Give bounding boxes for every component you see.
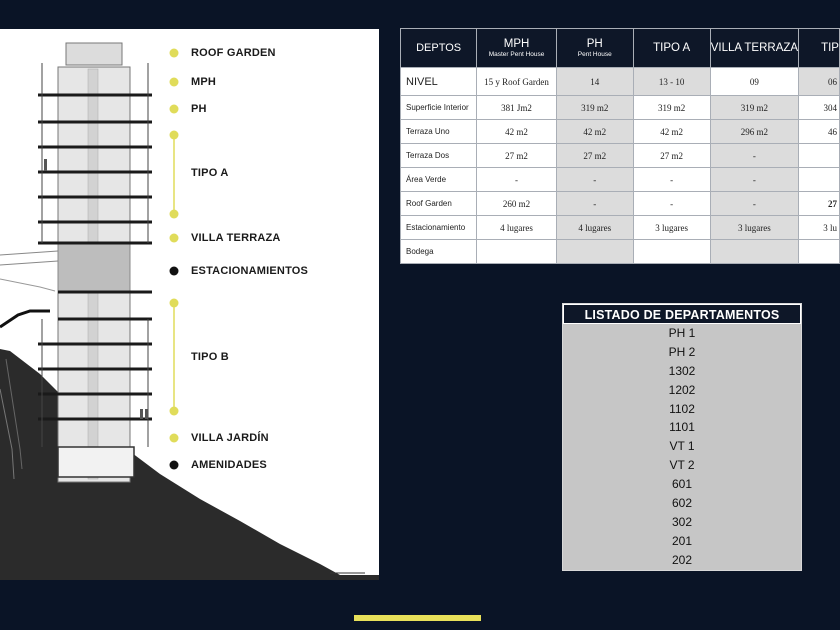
list-item: PH 1 (668, 326, 696, 340)
table-cell: - (709, 191, 800, 216)
table-header-row: DEPTOS MPH Master Pent House PH Pent House… (399, 28, 840, 68)
table-cell: 14 (555, 67, 634, 96)
table-cell: 3 lugares (709, 215, 800, 240)
table-cell: 381 Jm2 (476, 95, 557, 120)
row-label: Estacionamiento (399, 215, 478, 240)
table-cell: - (476, 167, 557, 192)
table-cell: 27 m2 (632, 143, 711, 168)
table-cell: 13 - 10 (632, 67, 711, 96)
table-cell: 42 m2 (555, 119, 634, 144)
table-cell: 42 m2 (476, 119, 557, 144)
row-label: NIVEL (399, 67, 478, 96)
table-cell: 06 (798, 67, 840, 96)
table-row: Superficie Interior 381 Jm2 319 m2 319 m2 31… (399, 95, 840, 120)
table-cell (632, 239, 711, 264)
table-cell: 27 m2 (555, 143, 634, 168)
table-cell (798, 239, 840, 264)
table-row: Bodega (399, 239, 840, 264)
level-label-mph: MPH (191, 76, 217, 88)
header-ph: PH Pent House (555, 28, 634, 68)
row-label: Terraza Dos (399, 143, 478, 168)
table-cell: 09 (709, 67, 800, 96)
list-item: PH 2 (668, 344, 696, 359)
list-item: 1102 (669, 401, 695, 416)
table-cell (798, 167, 840, 192)
header-mph: MPH Master Pent House (476, 28, 557, 68)
table-cell: 304 (798, 95, 840, 120)
table-cell (798, 143, 840, 168)
table-row: Terraza Uno 42 m2 42 m2 42 m2 296 m2 46 (399, 119, 840, 144)
table-cell: 319 m2 (632, 95, 711, 120)
list-item: VT 2 (669, 458, 695, 473)
table-cell: 4 lugares (555, 215, 634, 240)
level-label-villa-terraza: VILLA TERRAZA (191, 232, 281, 244)
table-cell: 46 (798, 119, 840, 144)
level-label-tipo-a: TIPO A (191, 167, 229, 179)
listing-title: LISTADO DE DEPARTAMENTOS (563, 304, 801, 324)
apartment-specs-table: DEPTOS MPH Master Pent House PH Pent House… (399, 28, 840, 264)
list-item: 602 (671, 496, 693, 511)
table-cell: 27 (798, 191, 840, 216)
table-cell: 319 m2 (709, 95, 800, 120)
table-cell (709, 239, 800, 264)
table-cell: 319 m2 (555, 95, 634, 120)
table-cell: 3 lu (798, 215, 840, 240)
hillside-terrain (0, 349, 379, 580)
list-item: 302 (671, 514, 693, 529)
apartment-listing: LISTADO DE DEPARTAMENTOS PH 1 PH 2 1302 120… (562, 303, 802, 571)
table-row: Roof Garden 260 m2- - -27 (399, 191, 840, 216)
building-section-drawing (0, 42, 379, 580)
table-cell: - (555, 191, 634, 216)
table-cell: 27 m2 (476, 143, 557, 168)
level-label-ph: PH (191, 103, 207, 115)
level-label-amenidades: AMENIDADES (191, 459, 267, 471)
table-cell: 260 m2 (476, 191, 557, 216)
table-cell (476, 239, 557, 264)
level-label-estacionamientos: ESTACIONAMIENTOS (191, 265, 309, 277)
table-cell: - (632, 191, 711, 216)
list-item: 201 (671, 533, 693, 548)
table-cell: - (632, 167, 711, 192)
header-tipo-a: TIPO A (632, 28, 711, 68)
yellow-accent-bar (354, 615, 481, 621)
list-item: 1202 (668, 382, 696, 397)
level-label-villa-jardin: VILLA JARDÍN (191, 432, 269, 444)
list-item: 1302 (668, 363, 696, 378)
row-label: Superficie Interior (399, 95, 478, 120)
table-row: NIVEL 15 y Roof Garden 14 13 - 10 09 06 (399, 67, 840, 96)
table-cell: - (709, 143, 800, 168)
header-deptos: DEPTOS (399, 28, 478, 68)
table-cell: - (555, 167, 634, 192)
table-cell: 15 y Roof Garden (476, 67, 557, 96)
header-tipo-b-partial: TIP (798, 28, 840, 68)
table-cell: - (709, 167, 800, 192)
level-label-tipo-b: TIPO B (191, 351, 229, 363)
list-item: 601 (671, 477, 693, 492)
row-label: Área Verde (399, 167, 478, 192)
header-villa-terraza: VILLA TERRAZA (709, 28, 800, 68)
building-section-diagram: ROOF GARDEN MPH PH TIPO A VILLA TERRAZA … (0, 29, 379, 580)
level-label-roof-garden: ROOF GARDEN (191, 47, 276, 59)
row-label: Roof Garden (399, 191, 478, 216)
table-cell (555, 239, 634, 264)
table-row: Terraza Dos 27 m2 27 m2 27 m2- (399, 143, 840, 168)
table-row: Estacionamiento 4 lugares 4 lugares 3 lugar… (399, 215, 840, 240)
table-cell: 3 lugares (632, 215, 711, 240)
table-cell: 42 m2 (632, 119, 711, 144)
table-cell: 4 lugares (476, 215, 557, 240)
row-label: Bodega (399, 239, 478, 264)
list-item: 202 (671, 552, 693, 567)
listing-items: PH 1 PH 2 1302 1202 1102 1101 VT 1 VT 2 601 602 30… (563, 324, 801, 570)
row-label: Terraza Uno (399, 119, 478, 144)
table-cell: 296 m2 (709, 119, 800, 144)
table-row: Área Verde - - - - (399, 167, 840, 192)
list-item: 1101 (669, 420, 695, 435)
list-item: VT 1 (669, 439, 695, 454)
